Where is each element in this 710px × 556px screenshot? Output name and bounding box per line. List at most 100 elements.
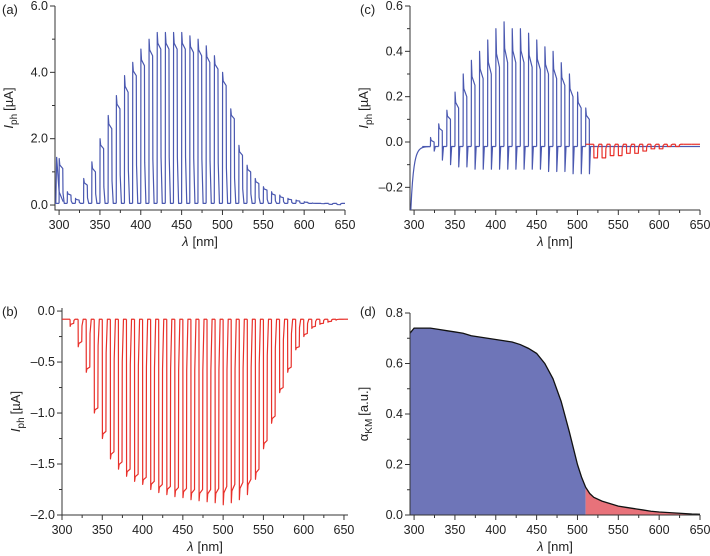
photocurrent-pulse — [328, 202, 337, 205]
photocurrent-pulse — [478, 50, 488, 170]
x-tick-label: 550 — [253, 218, 274, 232]
y-axis-subscript: ph — [9, 114, 20, 125]
photocurrent-pulse — [634, 143, 643, 154]
panel-a: 300 350 400 450 500 550 600 650 0.0 2.0 4.0 6.0 λ [nm… — [1, 0, 355, 249]
photocurrent-pulse — [617, 143, 627, 157]
photocurrent-pulse — [511, 28, 521, 170]
panel-label: (b) — [2, 304, 18, 319]
x-tick-label: 600 — [294, 218, 315, 232]
photocurrent-pulse — [101, 318, 111, 440]
photocurrent-pulse — [181, 31, 190, 204]
photocurrent-pulse — [593, 143, 602, 159]
y-tick-label: –0.2 — [379, 180, 403, 194]
photocurrent-pulse — [74, 197, 84, 204]
x-tick-label: 550 — [608, 218, 629, 232]
photocurrent-pulse — [560, 62, 570, 173]
photocurrent-pulse — [503, 21, 513, 170]
x-axis-title: λ [nm] — [181, 234, 218, 249]
x-axis-title: λ [nm] — [536, 234, 573, 249]
y-tick-label: –0.5 — [31, 355, 55, 369]
photocurrent-pulse — [221, 71, 231, 204]
uv-edge-spike — [55, 156, 64, 204]
x-tick-label: 350 — [444, 523, 465, 537]
y-axis-unit: [µA] — [1, 87, 16, 110]
photocurrent-pulse — [213, 55, 223, 204]
photocurrent-pulse — [150, 318, 159, 491]
y-tick-label: 6.0 — [31, 0, 48, 13]
photocurrent-pulse — [230, 108, 239, 204]
x-tick-label: 300 — [52, 523, 73, 537]
x-axis-symbol: λ — [536, 539, 543, 554]
x-tick-label: 650 — [334, 523, 355, 537]
photocurrent-pulse — [609, 143, 619, 157]
photocurrent-pulse — [625, 143, 635, 154]
x-axis-title: λ [nm] — [186, 539, 223, 554]
photocurrent-pulse — [197, 38, 207, 204]
photocurrent-pulse — [198, 318, 208, 502]
y-axis-symbol: I — [356, 125, 371, 129]
panel-c: 300 350 400 450 500 550 600 650 –0.2 0.0 0.2 0.4 0.6… — [356, 0, 710, 249]
photocurrent-pulse — [238, 318, 248, 501]
photocurrent-pulse — [166, 318, 175, 496]
photocurrent-pulse — [446, 109, 455, 166]
y-axis-title: Iph [µA] — [8, 391, 27, 432]
x-tick-label: 400 — [485, 218, 506, 232]
photocurrent-pulse — [552, 50, 562, 173]
photocurrent-pulse — [174, 318, 183, 498]
photocurrent-pulse — [666, 143, 676, 148]
photocurrent-pulse — [214, 318, 224, 504]
absorption-curve — [409, 327, 701, 515]
x-tick-label: 650 — [690, 523, 710, 537]
axis-frame — [409, 6, 700, 211]
panel-d: 300 350 400 450 500 550 600 650 0.0 0.2 0.4 0.6 0.8 λ… — [356, 304, 710, 554]
y-tick-label: 0.0 — [31, 198, 48, 212]
y-axis-title: αKM [a.u.] — [356, 387, 375, 441]
y-tick-label: 0.0 — [38, 304, 55, 318]
photocurrent-pulse — [230, 318, 240, 504]
x-tick-label: 600 — [649, 523, 670, 537]
y-axis-unit: [µA] — [356, 87, 371, 110]
y-axis-symbol: I — [8, 428, 23, 432]
photocurrent-pulse — [487, 39, 496, 170]
photocurrent-pulse — [642, 143, 651, 152]
photocurrent-pulse — [93, 318, 103, 414]
x-tick-label: 550 — [608, 523, 629, 537]
y-tick-label: 0.4 — [386, 44, 403, 58]
photocurrent-pulse — [123, 75, 133, 204]
absorption-area-red — [585, 487, 700, 515]
x-axis-unit: [nm] — [198, 539, 223, 554]
photocurrent-pulse — [454, 91, 464, 168]
x-tick-label: 300 — [404, 218, 425, 232]
x-tick-label: 500 — [213, 523, 234, 537]
photocurrent-pulse — [262, 318, 272, 450]
panel-label: (d) — [360, 304, 376, 319]
photocurrent-pulse — [158, 318, 167, 494]
photocurrent-pulse — [286, 318, 296, 373]
photocurrent-pulse — [222, 318, 232, 506]
photocurrent-pulse — [172, 31, 182, 204]
photocurrent-pulse — [568, 73, 578, 175]
y-tick-label: 0.8 — [386, 306, 403, 320]
y-axis-unit: [a.u.] — [356, 387, 371, 416]
photocurrent-pulse — [246, 164, 256, 204]
y-axis-symbol: α — [356, 433, 371, 441]
photocurrent-pulse — [141, 318, 151, 486]
photocurrent-pulse — [82, 177, 92, 204]
x-tick-label: 450 — [526, 523, 547, 537]
y-tick-label: 2.0 — [31, 132, 48, 146]
photocurrent-pulse — [601, 143, 611, 159]
photocurrent-pulse — [295, 318, 304, 351]
photocurrent-pulse — [270, 318, 280, 424]
photocurrent-pulse — [319, 318, 328, 325]
y-tick-label: 0.6 — [386, 357, 403, 371]
photocurrent-pulse — [650, 143, 660, 150]
photocurrent-pulse — [133, 318, 143, 482]
x-tick-label: 350 — [92, 523, 113, 537]
photocurrent-pulse — [287, 197, 296, 204]
x-tick-label: 450 — [171, 218, 192, 232]
x-tick-label: 600 — [649, 218, 670, 232]
photocurrent-pulse — [254, 177, 264, 204]
x-tick-label: 350 — [89, 218, 110, 232]
x-tick-label: 400 — [132, 523, 153, 537]
